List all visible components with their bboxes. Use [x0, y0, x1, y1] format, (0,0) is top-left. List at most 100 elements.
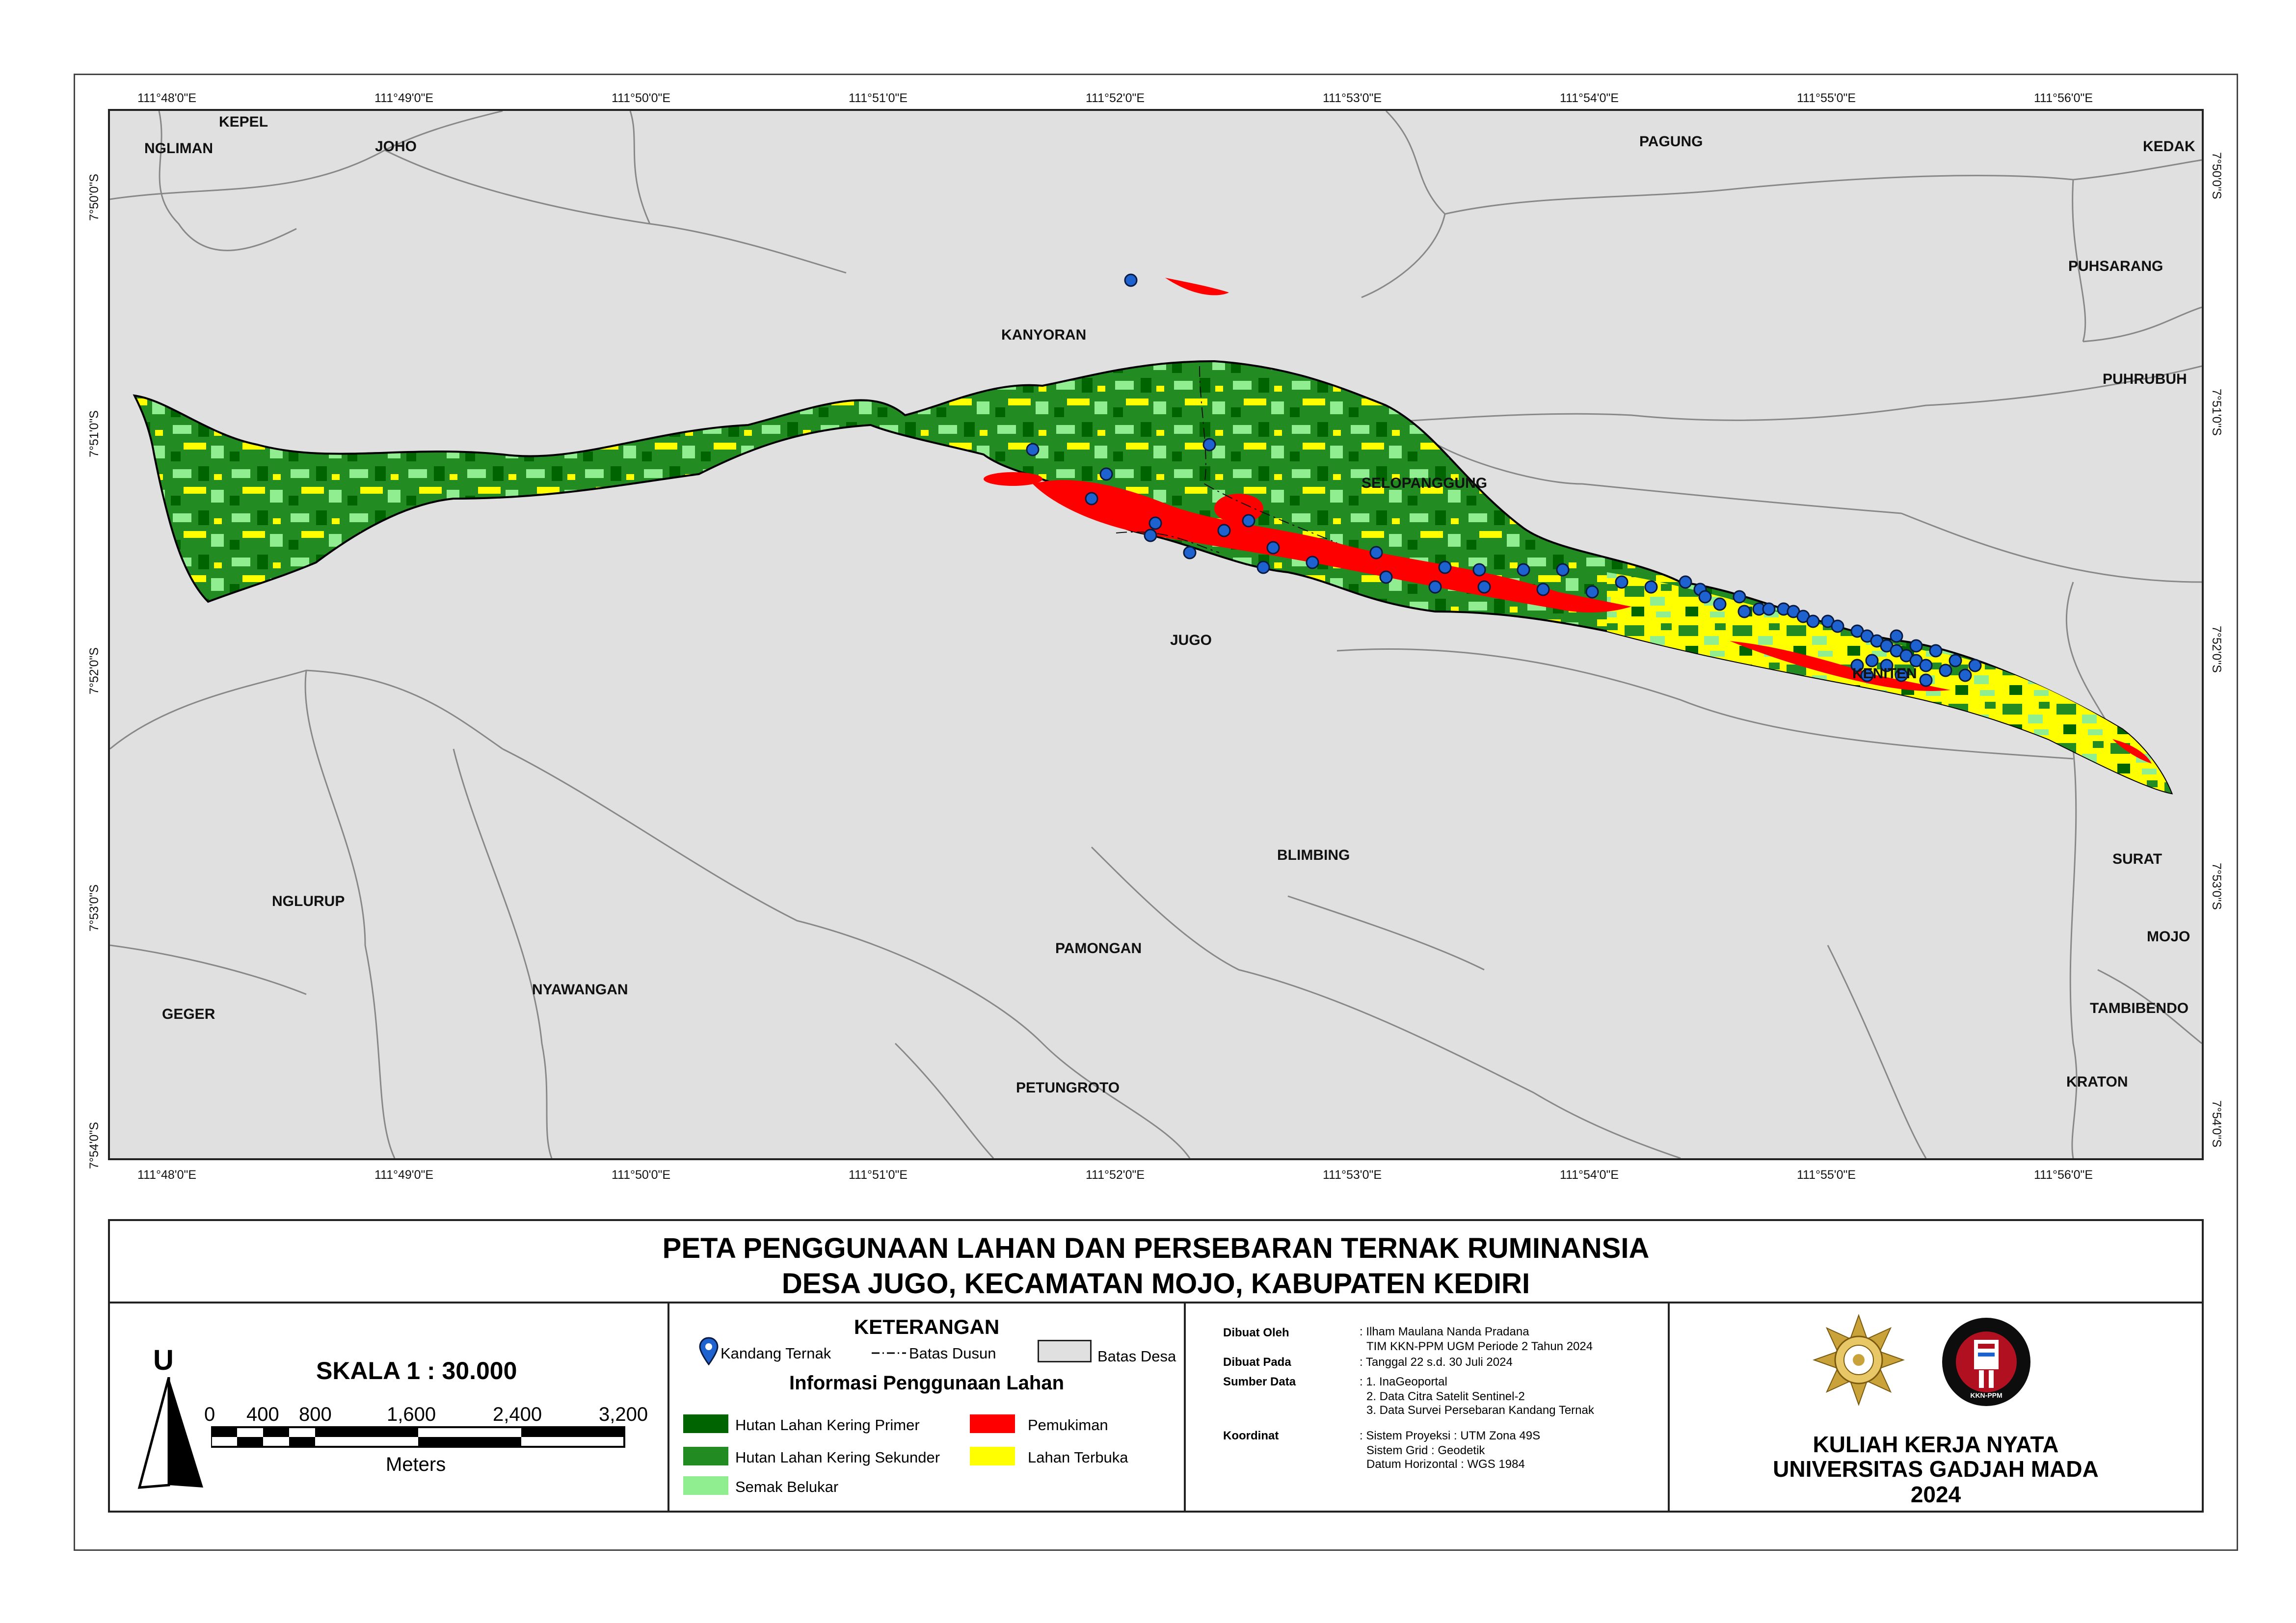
lon-label-bottom: 111°53'0"E: [1323, 1168, 1382, 1182]
primer-swatch: [683, 1414, 728, 1433]
livestock-pen-marker: [1919, 659, 1933, 672]
village-label: PUHRUBUH: [2103, 371, 2187, 387]
village-label: JOHO: [375, 138, 417, 155]
livestock-pen-marker: [1148, 516, 1162, 530]
livestock-pen-marker: [1850, 659, 1864, 672]
map-title: PETA PENGGUNAAN LAHAN DAN PERSEBARAN TER…: [662, 1232, 1650, 1264]
lon-label-top: 111°52'0"E: [1086, 91, 1145, 105]
lon-label-bottom: 111°48'0"E: [137, 1168, 197, 1182]
koordinat-1: : Sistem Proyeksi : UTM Zona 49S: [1360, 1429, 1541, 1442]
lon-label-bottom: 111°49'0"E: [374, 1168, 434, 1182]
livestock-pen-marker: [1099, 467, 1113, 481]
dibuat-pada: : Tanggal 22 s.d. 30 Juli 2024: [1360, 1356, 1513, 1369]
legend-semak: Semak Belukar: [735, 1478, 839, 1495]
livestock-pen-marker: [1085, 492, 1098, 506]
landuse-heading: Informasi Penggunaan Lahan: [789, 1372, 1065, 1394]
lat-label-left: 7°54'0"S: [87, 1122, 101, 1169]
pemukiman-swatch: [970, 1414, 1015, 1433]
lon-label-bottom: 111°54'0"E: [1560, 1168, 1619, 1182]
sekunder-swatch: [683, 1447, 728, 1465]
livestock-pen-marker: [1556, 563, 1570, 577]
institution-panel: KKN-PPM KULIAH KERJA NYATA UNIVERSITAS G…: [1670, 1304, 2202, 1511]
map-subtitle: DESA JUGO, KECAMATAN MOJO, KABUPATEN KED…: [781, 1268, 1530, 1300]
livestock-pen-marker: [1762, 602, 1776, 616]
terbuka-swatch: [970, 1447, 1015, 1465]
lat-label-left: 7°50'0"S: [87, 174, 101, 221]
legend-dusun: Batas Dusun: [909, 1345, 996, 1362]
sumber-label: Sumber Data: [1223, 1375, 1296, 1388]
institution-year: 2024: [1910, 1482, 1961, 1507]
lon-label-top: 111°50'0"E: [612, 91, 671, 105]
lon-label-top: 111°51'0"E: [849, 91, 908, 105]
livestock-pen-marker: [1679, 575, 1692, 589]
village-label: KANYORAN: [1001, 327, 1087, 343]
dibuat-oleh-label: Dibuat Oleh: [1223, 1326, 1289, 1339]
livestock-pen-marker: [1929, 644, 1943, 658]
village-label: MOJO: [2147, 929, 2190, 945]
scale-tick: 1,600: [387, 1404, 436, 1425]
livestock-pen-marker: [1919, 673, 1933, 687]
village-label: GEGER: [162, 1006, 215, 1022]
legend-terbuka: Lahan Terbuka: [1028, 1449, 1128, 1466]
scale-panel: U SKALA 1 : 30.000 0 400 800 1,600 2,400…: [110, 1304, 669, 1511]
dibuat-oleh-1: : Ilham Maulana Nanda Pradana: [1360, 1325, 1529, 1338]
kandang-marker-icon: [699, 1337, 719, 1365]
scale-tick: 800: [299, 1404, 332, 1425]
hamlet-boundaries: [1116, 366, 1337, 553]
map-area[interactable]: NGLIMAN KEPEL JOHO PAGUNG KEDAK PUHSARAN…: [108, 109, 2204, 1160]
livestock-pen-marker: [1958, 668, 1972, 682]
village-label: SELOPANGGUNG: [1362, 475, 1488, 491]
village-label: SURAT: [2112, 851, 2163, 867]
legend-panel: KETERANGAN Kandang Ternak Batas Dusun Ba…: [669, 1304, 1186, 1511]
jugo-village-area[interactable]: [133, 360, 2173, 795]
lon-label-bottom: 111°52'0"E: [1086, 1168, 1145, 1182]
dusun-line-icon: [872, 1352, 906, 1354]
dibuat-pada-label: Dibuat Pada: [1223, 1356, 1291, 1369]
livestock-pen-marker: [1860, 668, 1874, 682]
livestock-pen-marker: [1909, 639, 1923, 653]
village-label: NYAWANGAN: [532, 982, 628, 998]
livestock-pen-marker: [1880, 659, 1894, 672]
livestock-pen-marker: [1369, 546, 1383, 559]
lat-label-right: 7°52'0"S: [2210, 626, 2223, 673]
livestock-pen-marker: [1615, 575, 1629, 589]
village-label: PUHSARANG: [2068, 258, 2163, 274]
village-label: NGLIMAN: [144, 140, 213, 157]
livestock-pen-marker: [1217, 524, 1231, 537]
lat-label-left: 7°51'0"S: [87, 410, 101, 457]
semak-swatch: [683, 1476, 728, 1495]
lon-label-top: 111°48'0"E: [137, 91, 197, 105]
livestock-pen-marker: [1306, 556, 1319, 569]
livestock-pen-marker: [1242, 514, 1255, 528]
lon-label-top: 111°54'0"E: [1560, 91, 1619, 105]
village-label: KEDAK: [2143, 138, 2195, 155]
legend-primer: Hutan Lahan Kering Primer: [735, 1416, 920, 1434]
livestock-pen-marker: [1585, 585, 1599, 599]
livestock-pen-marker: [1517, 563, 1530, 577]
institution-line2: UNIVERSITAS GADJAH MADA: [1773, 1456, 2099, 1482]
livestock-pen-marker: [1865, 654, 1879, 667]
lat-label-left: 7°52'0"S: [87, 647, 101, 694]
village-label: PAGUNG: [1639, 133, 1703, 150]
livestock-pen-marker: [1698, 590, 1712, 604]
ugm-logo-icon: [1813, 1314, 1905, 1406]
lon-label-bottom: 111°55'0"E: [1797, 1168, 1856, 1182]
livestock-pen-marker: [1831, 619, 1844, 633]
scale-unit: Meters: [386, 1454, 446, 1475]
livestock-pen-marker: [1890, 629, 1903, 643]
info-panel: Dibuat Oleh : Ilham Maulana Nanda Pradan…: [1186, 1304, 1670, 1511]
livestock-pen-marker: [1536, 583, 1550, 596]
livestock-pen-marker: [1939, 664, 1952, 677]
legend-sekunder: Hutan Lahan Kering Sekunder: [735, 1449, 940, 1466]
scale-tick: 2,400: [493, 1404, 542, 1425]
north-arrow-icon: [137, 1377, 203, 1489]
lon-label-top: 111°55'0"E: [1797, 91, 1856, 105]
lon-label-bottom: 111°50'0"E: [612, 1168, 671, 1182]
village-label: JUGO: [1170, 632, 1212, 648]
lat-label-right: 7°53'0"S: [2210, 863, 2223, 910]
livestock-pen-marker: [1438, 560, 1452, 574]
livestock-pen-marker: [1124, 273, 1138, 287]
map-canvas: [110, 111, 2202, 1158]
map-title-box: PETA PENGGUNAAN LAHAN DAN PERSEBARAN TER…: [108, 1219, 2204, 1304]
livestock-pen-marker: [1968, 659, 1982, 672]
